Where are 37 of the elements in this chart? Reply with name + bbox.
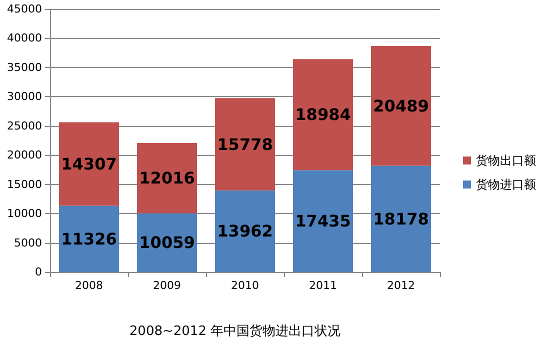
x-tick-label: 2008: [75, 279, 103, 292]
data-label: 18984: [295, 105, 351, 124]
x-tick-label: 2011: [309, 279, 337, 292]
y-tick-label: 45000: [7, 2, 42, 16]
bar: [371, 46, 431, 166]
bar: [215, 190, 275, 272]
bar: [59, 122, 119, 206]
data-label: 18178: [373, 209, 429, 228]
y-tick-label: 35000: [7, 60, 42, 74]
legend-label: 货物出口额: [476, 154, 536, 168]
data-label: 14307: [61, 154, 117, 174]
y-tick-label: 15000: [7, 178, 42, 191]
bar: [59, 206, 119, 272]
legend-label: 货物进口额: [476, 178, 536, 192]
bar: [371, 166, 431, 272]
y-tick-label: 25000: [7, 119, 42, 132]
data-label: 17435: [295, 212, 351, 231]
bar: [137, 142, 197, 214]
data-label: 10059: [139, 233, 195, 252]
data-label: 15778: [217, 134, 273, 154]
y-tick-label: 0: [35, 266, 42, 278]
y-tick-label: 20000: [7, 148, 42, 162]
bar: [293, 170, 353, 272]
data-label: 11326: [61, 229, 117, 248]
x-tick-label: 2012: [387, 279, 415, 292]
bar: [215, 98, 275, 190]
x-tick-label: 2010: [231, 279, 259, 292]
data-label: 13962: [217, 222, 273, 241]
y-tick-label: 40000: [7, 32, 42, 45]
data-label: 12016: [139, 168, 195, 188]
data-label: 20489: [373, 96, 429, 116]
bar: [293, 59, 353, 170]
y-tick-label: 10000: [7, 207, 42, 220]
y-tick-label: 30000: [7, 90, 42, 104]
x-tick-label: 2009: [153, 279, 181, 292]
y-tick-label: 5000: [14, 236, 42, 250]
text: 2008~2012 年中国货物进出口状况: [129, 324, 341, 339]
